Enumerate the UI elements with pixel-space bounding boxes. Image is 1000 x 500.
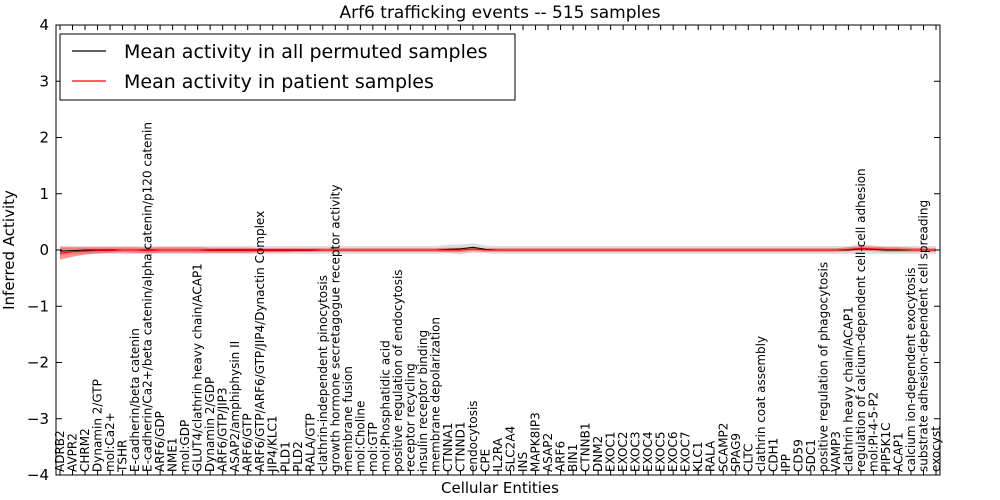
- x-tick-label: SCAMP2: [716, 423, 730, 472]
- x-tick-label: INS: [516, 452, 530, 472]
- x-tick-label: BIN1: [566, 444, 580, 472]
- x-tick-label: insulin receptor binding: [416, 330, 430, 472]
- x-tick-label: CDH1: [766, 438, 780, 472]
- x-tick-label: SDC1: [804, 439, 818, 472]
- chart-title: Arf6 trafficking events -- 515 samples: [339, 3, 660, 23]
- x-tick-label: RALA/GTP: [303, 413, 317, 472]
- y-axis-ticks: 4 3 2 1 0 −1 −2 −3 −4: [27, 16, 940, 484]
- x-tick-label: E-cadherin/Ca2+/beta catenin/alpha caten…: [141, 122, 155, 472]
- x-tick-label: ASAP2/amphiphysin II: [228, 341, 242, 472]
- line-patient: [59, 247, 936, 254]
- x-tick-label: IL2RA: [491, 437, 505, 472]
- y-tick-label: 2: [39, 129, 49, 147]
- x-tick-label: ARF6/GTP: [241, 413, 255, 472]
- x-tick-label: EXOC7: [679, 432, 693, 473]
- x-tick-label: ASAP2: [541, 433, 555, 472]
- x-tick-label: regulation of calcium-dependent cell-cel…: [854, 168, 868, 472]
- x-tick-label: clathrin heavy chain/ACAP1: [841, 306, 855, 472]
- x-tick-label: PIP5K1C: [879, 422, 893, 472]
- x-tick-label: Dynamin 2/GTP: [91, 379, 105, 472]
- legend-label-permuted: Mean activity in all permuted samples: [124, 41, 487, 63]
- x-tick-label: positive regulation of phagocytosis: [816, 262, 830, 472]
- x-tick-label: clathrin-independent pinocytosis: [316, 275, 330, 472]
- y-tick-label: 1: [39, 185, 49, 203]
- x-axis-label: Cellular Entities: [441, 479, 559, 497]
- x-tick-label: CTNND1: [454, 421, 468, 472]
- x-tick-label: NME1: [166, 437, 180, 472]
- x-tick-label: AVPR2: [66, 433, 80, 472]
- y-tick-label: −1: [27, 297, 49, 315]
- series-lines: [59, 246, 936, 254]
- y-tick-label: −4: [27, 466, 49, 484]
- x-tick-label: SLC2A4: [504, 426, 518, 472]
- x-tick-label: calcium ion-dependent exocytosis: [904, 268, 918, 473]
- x-tick-label: E-cadherin/beta catenin: [128, 328, 142, 472]
- x-tick-label: mol:Choline: [353, 401, 367, 472]
- x-tick-label: ARF6/GDP: [153, 411, 167, 472]
- x-tick-label: GLUT4/clathrin heavy chain/ACAP1: [191, 263, 205, 472]
- x-tick-label: CD59: [791, 439, 805, 472]
- x-tick-label: EXOC5: [654, 432, 668, 473]
- x-tick-label: exocyst: [929, 426, 943, 472]
- y-tick-label: 3: [39, 72, 49, 90]
- x-tick-label: ARF6: [554, 441, 568, 472]
- x-tick-label: CPE: [479, 449, 493, 472]
- legend: Mean activity in all permuted samples Me…: [59, 33, 516, 101]
- x-tick-label: CTNNB1: [579, 422, 593, 472]
- y-tick-label: 4: [39, 16, 49, 34]
- x-tick-label: endocytosis: [466, 400, 480, 472]
- x-tick-label: mol:Phosphatidic acid: [378, 340, 392, 472]
- x-tick-label: CHRM2: [78, 428, 92, 472]
- x-tick-label: Dynamin 2/GDP: [203, 377, 217, 472]
- x-tick-label: substrate adhesion-dependent cell spread…: [917, 200, 931, 472]
- x-tick-label: VAMP3: [829, 431, 843, 472]
- x-tick-label: growth hormone secretagogue receptor act…: [328, 185, 342, 472]
- x-tick-label: positive regulation of endocytosis: [391, 269, 405, 472]
- x-tick-label: KLC1: [691, 441, 705, 472]
- x-tick-label: SPAG9: [729, 433, 743, 472]
- x-tick-label: receptor recycling: [403, 363, 417, 472]
- legend-box: [59, 33, 516, 101]
- x-tick-label: ADRB2: [53, 430, 67, 472]
- x-tick-label: JIP4/KLC1: [266, 415, 280, 473]
- x-tick-label: mol:PI-4-5-P2: [866, 392, 880, 472]
- x-tick-label: EXOC3: [629, 432, 643, 473]
- x-tick-label: mol:GDP: [178, 420, 192, 472]
- x-tick-label: TSHR: [116, 440, 130, 473]
- x-tick-label: membrane fusion: [341, 366, 355, 472]
- y-axis-label: Inferred Activity: [0, 190, 18, 310]
- x-tick-label: MAPK8IP3: [529, 412, 543, 472]
- y-tick-label: −3: [27, 410, 49, 428]
- x-tick-label: DNM2: [591, 436, 605, 472]
- x-tick-label: mol:GTP: [366, 422, 380, 472]
- x-tick-label: ACAP1: [892, 433, 906, 472]
- x-tick-label: PLD1: [278, 441, 292, 472]
- x-tick-label: ARF6/GTP/ARF6/GTP/JIP4/Dynactin Complex: [253, 211, 267, 472]
- x-tick-label: membrane depolarization: [428, 317, 442, 472]
- x-tick-label: clathrin coat assembly: [754, 336, 768, 472]
- x-tick-label: RALA: [704, 440, 718, 472]
- confidence-bands: [60, 243, 936, 260]
- x-tick-label: EXOC4: [641, 432, 655, 473]
- x-tick-label: EXOC1: [604, 432, 618, 473]
- y-tick-label: −2: [27, 354, 49, 372]
- x-tick-label: EXOC2: [616, 432, 630, 473]
- x-tick-label: mol:Ca2+: [103, 412, 117, 472]
- band-permuted: [60, 243, 936, 256]
- y-tick-label: 0: [39, 241, 49, 259]
- x-tick-label: CTNNA1: [441, 422, 455, 472]
- band-patient: [60, 246, 936, 260]
- x-tick-label: IPP: [779, 454, 793, 472]
- x-tick-label: ARF6/GTP/JIP3: [216, 387, 230, 472]
- legend-label-patient: Mean activity in patient samples: [124, 71, 434, 93]
- x-tick-label: EXOC6: [666, 432, 680, 473]
- x-tick-label: CLTC: [741, 444, 755, 472]
- x-tick-label: PLD2: [291, 441, 305, 472]
